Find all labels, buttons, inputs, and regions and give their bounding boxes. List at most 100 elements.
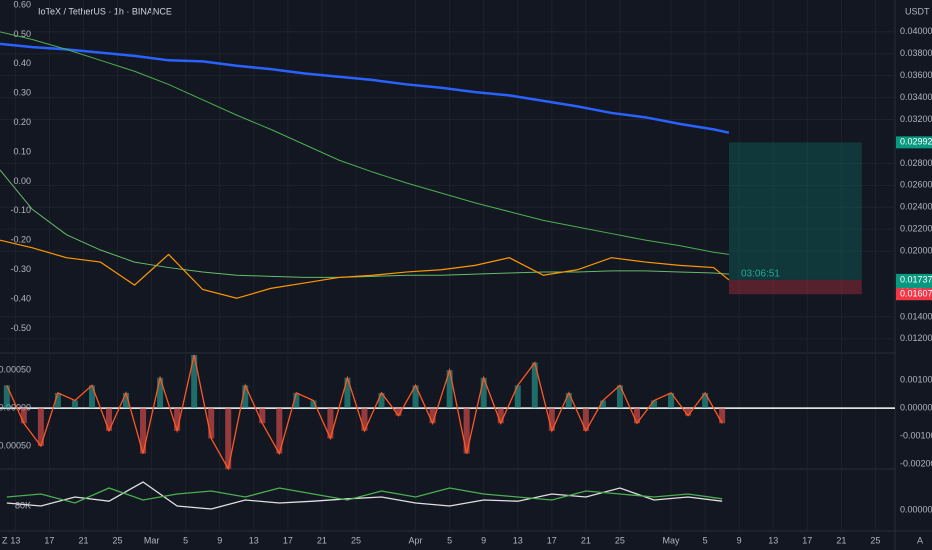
x-tick-label: 25 xyxy=(351,535,361,545)
y-tick-label: 0.03600 xyxy=(900,70,932,80)
histogram-bar xyxy=(599,400,606,409)
price-tag xyxy=(896,273,932,286)
y2-tick-label: 0.60 xyxy=(13,0,31,9)
y2-tick-label: -0.50 xyxy=(10,323,31,333)
histogram-bar xyxy=(412,385,419,409)
zoom-icon[interactable]: Z xyxy=(2,535,8,545)
y-tick-label: 0.02200 xyxy=(900,224,932,234)
series-line xyxy=(0,239,730,299)
histogram-bar xyxy=(208,408,215,439)
histogram-bar xyxy=(140,408,147,454)
histogram-bar xyxy=(565,392,572,409)
x-tick-label: 13 xyxy=(10,535,20,545)
auto-scale[interactable]: A xyxy=(917,535,923,545)
price-tag-label: 0.01607 xyxy=(900,289,932,299)
histogram-bar xyxy=(71,400,78,409)
histogram-bar xyxy=(582,408,589,431)
x-tick-label: 21 xyxy=(317,535,327,545)
y2-tick-label: -0.20 xyxy=(10,235,31,245)
x-tick-label: 13 xyxy=(249,535,259,545)
histogram-bar xyxy=(242,385,249,409)
y2-tick-label: 0.30 xyxy=(13,88,31,98)
histogram-bar xyxy=(174,408,181,431)
histogram-bar xyxy=(429,408,436,424)
histogram-bar xyxy=(719,408,726,424)
profit-zone xyxy=(728,142,862,280)
x-tick-label: 13 xyxy=(513,535,523,545)
x-tick-label: 25 xyxy=(615,535,625,545)
series-line xyxy=(6,354,723,471)
histogram-bar xyxy=(361,408,368,431)
x-tick-label: 5 xyxy=(183,535,188,545)
x-tick-label: 9 xyxy=(737,535,742,545)
histogram-bar xyxy=(344,377,351,409)
y2-tick-label: -0.10 xyxy=(10,205,31,215)
x-tick-label: 17 xyxy=(283,535,293,545)
histogram-bar xyxy=(685,408,692,416)
y2-tick-label: 0.00100 xyxy=(900,375,932,385)
series-line xyxy=(0,169,729,278)
y-tick-label: 0.02400 xyxy=(900,202,932,212)
histogram-bar xyxy=(225,408,232,469)
y-tick-label: -0.00050 xyxy=(0,440,31,450)
histogram-bar xyxy=(327,408,334,439)
histogram-bar xyxy=(616,385,623,409)
timer-label: 03:06:51 xyxy=(741,269,780,280)
y2-tick-label: 0.40 xyxy=(13,58,31,68)
x-tick-label: 21 xyxy=(581,535,591,545)
histogram-bar xyxy=(633,408,640,424)
y-tick-label: 0.02000 xyxy=(900,245,932,255)
y-tick-label: 0.03200 xyxy=(900,114,932,124)
y-tick-label: 0.04000 xyxy=(900,26,932,36)
y2-tick-label: 0.10 xyxy=(13,146,31,156)
y2-tick-label: -0.30 xyxy=(10,264,31,274)
x-tick-label: Mar xyxy=(144,535,160,545)
y-tick-label: 0.01200 xyxy=(900,333,932,343)
x-tick-label: 25 xyxy=(113,535,123,545)
price-tag xyxy=(896,288,932,301)
histogram-bar xyxy=(378,392,385,409)
y2-tick-label: 0.00 xyxy=(13,176,31,186)
y-tick-label: 0.02600 xyxy=(900,180,932,190)
histogram-bar xyxy=(123,392,130,409)
y-tick-label: 0.03400 xyxy=(900,92,932,102)
histogram-bar xyxy=(395,408,402,416)
series-line xyxy=(0,42,730,134)
histogram-bar xyxy=(668,392,675,409)
y2-tick-label: 0.50 xyxy=(13,29,31,39)
x-tick-label: 5 xyxy=(447,535,452,545)
y-tick-label: 0.01400 xyxy=(900,311,932,321)
y2-tick-label: 0.00000 xyxy=(900,504,932,514)
histogram-bar xyxy=(702,392,709,409)
histogram-bar xyxy=(20,408,27,424)
x-tick-label: 25 xyxy=(870,535,880,545)
histogram-bar xyxy=(37,408,44,447)
y2-tick-label: 0.20 xyxy=(13,117,31,127)
x-tick-label: May xyxy=(663,535,681,545)
y-tick-label: 0.02800 xyxy=(900,158,932,168)
histogram-bar xyxy=(463,408,470,454)
y2-tick-label: -0.00100 xyxy=(900,430,932,440)
y-tick-label: 0.00000 xyxy=(0,402,31,412)
series-line xyxy=(0,31,730,255)
histogram-bar xyxy=(514,385,521,409)
loss-zone xyxy=(728,279,862,295)
histogram-bar xyxy=(310,400,317,409)
y2-tick-label: 0.00000 xyxy=(900,403,932,413)
x-tick-label: 9 xyxy=(481,535,486,545)
x-tick-label: 13 xyxy=(768,535,778,545)
histogram-bar xyxy=(531,362,538,409)
price-tag xyxy=(896,136,932,149)
histogram-bar xyxy=(446,370,453,409)
x-tick-label: 5 xyxy=(703,535,708,545)
x-tick-label: 17 xyxy=(802,535,812,545)
price-tag-label: 0.01737 xyxy=(900,274,932,284)
histogram-bar xyxy=(191,355,198,409)
x-tick-label: Apr xyxy=(409,535,423,545)
x-tick-label: 17 xyxy=(44,535,54,545)
histogram-bar xyxy=(259,408,266,424)
histogram-bar xyxy=(651,400,658,409)
y2-tick-label: -0.40 xyxy=(10,293,31,303)
